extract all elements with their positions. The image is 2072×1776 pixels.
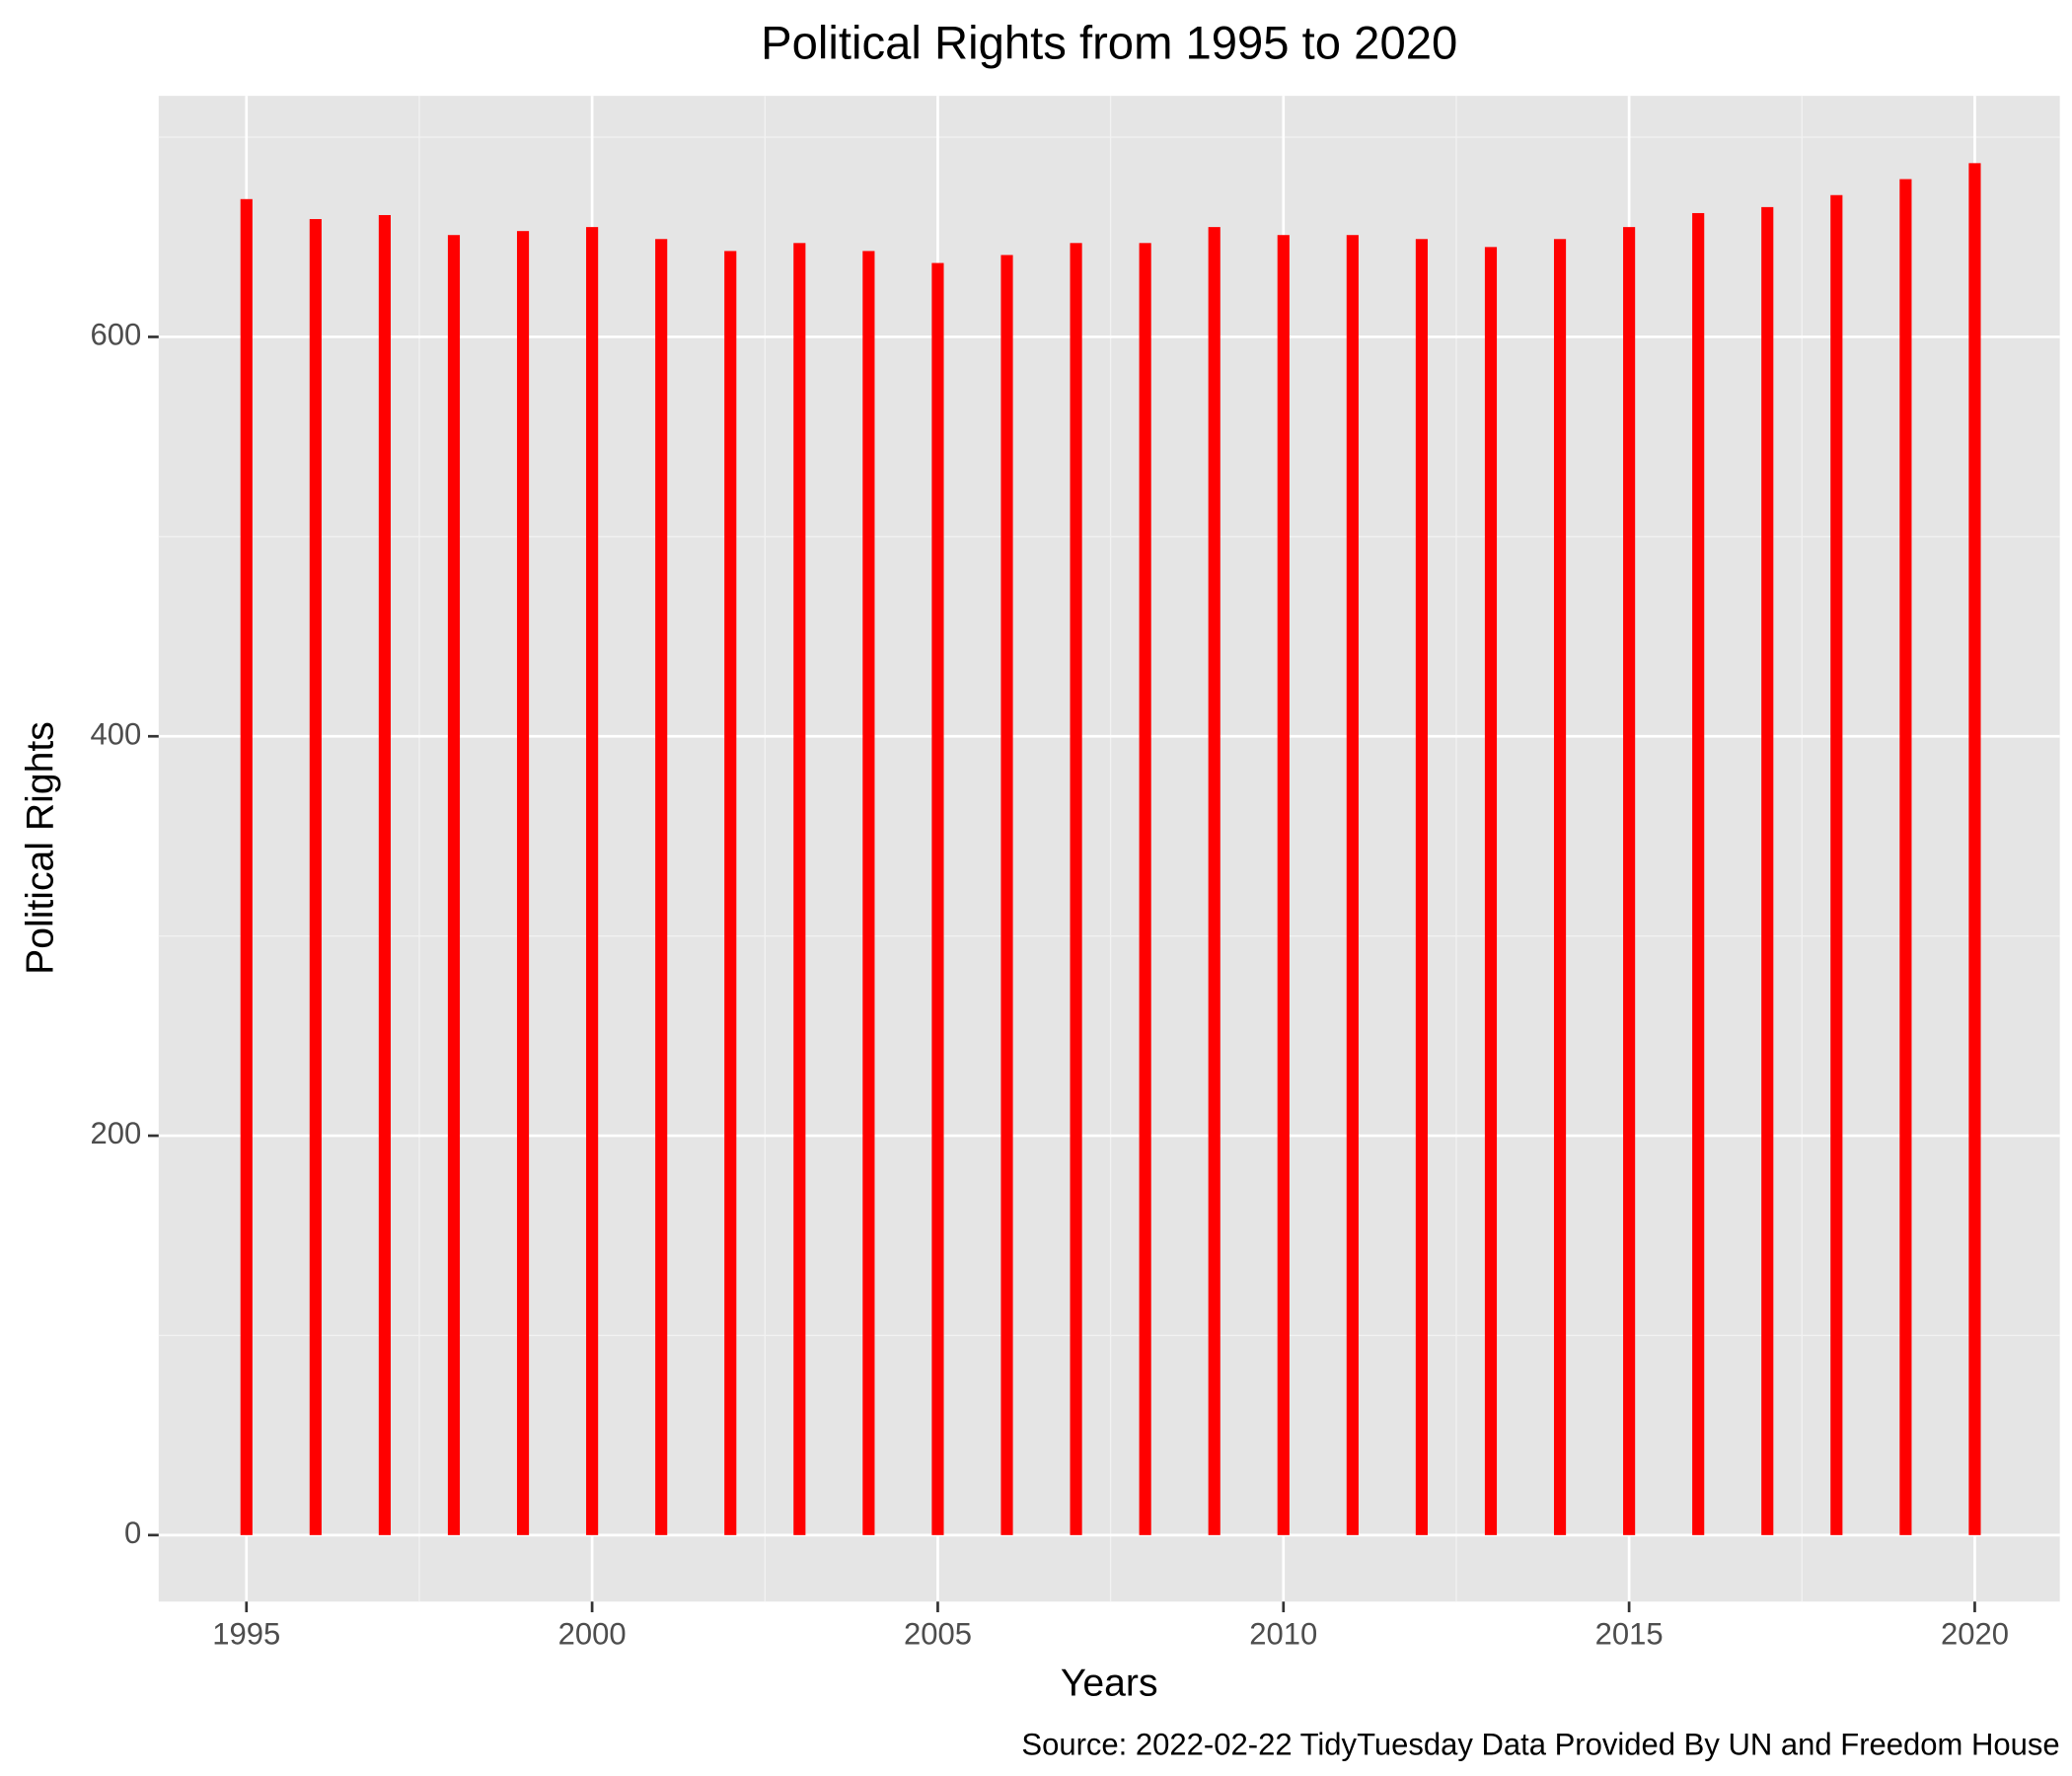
- bar: [1623, 227, 1636, 1535]
- bar: [1830, 194, 1843, 1535]
- x-tick-label: 2005: [904, 1617, 972, 1652]
- bar: [1761, 206, 1774, 1535]
- bar: [240, 198, 253, 1535]
- plot-background: [158, 96, 2060, 1602]
- bar: [1208, 227, 1221, 1535]
- y-tick-label: 200: [91, 1116, 142, 1150]
- y-tick-label: 400: [91, 716, 142, 751]
- bar: [586, 227, 599, 1535]
- bar: [1968, 163, 1981, 1535]
- chart-title: Political Rights from 1995 to 2020: [761, 18, 1457, 70]
- x-tick-label: 2020: [1941, 1617, 2009, 1652]
- y-axis-title: Political Rights: [20, 721, 62, 975]
- x-tick-label: 2015: [1595, 1617, 1664, 1652]
- bar: [1346, 235, 1359, 1535]
- bar: [516, 231, 530, 1535]
- bar: [1484, 247, 1498, 1535]
- y-tick-label: 600: [91, 318, 142, 352]
- x-tick-label: 2010: [1249, 1617, 1317, 1652]
- bar: [931, 262, 944, 1535]
- bar: [447, 235, 461, 1535]
- bar: [655, 239, 668, 1535]
- bar: [793, 243, 806, 1535]
- bar: [1415, 239, 1428, 1535]
- bar: [862, 251, 875, 1535]
- y-tick-label: 0: [124, 1516, 141, 1550]
- bar: [1553, 239, 1567, 1535]
- bar: [1000, 255, 1013, 1535]
- x-axis-title: Years: [1061, 1663, 1158, 1705]
- bar: [1899, 179, 1912, 1535]
- bar: [378, 214, 391, 1535]
- x-tick-label: 2000: [558, 1617, 627, 1652]
- bar: [724, 251, 737, 1535]
- bar: [309, 219, 322, 1535]
- x-tick-label: 1995: [212, 1617, 280, 1652]
- caption: Source: 2022-02-22 TidyTuesday Data Prov…: [1021, 1728, 2059, 1762]
- bar: [1692, 212, 1705, 1535]
- bar: [1070, 243, 1082, 1535]
- bar: [1277, 235, 1290, 1535]
- bar: [1139, 243, 1151, 1535]
